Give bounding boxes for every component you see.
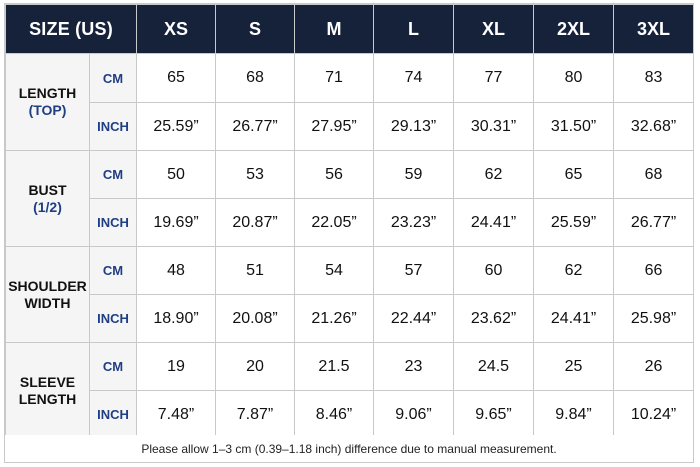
size-header-2xl: 2XL — [533, 4, 614, 54]
value-cell: 22.44” — [373, 294, 454, 343]
size-table: SIZE (US) XS S M L XL 2XL 3XL LENGTH (TOP) CM 65 6… — [5, 4, 694, 439]
value-cell: 9.06” — [373, 390, 454, 439]
value-cell: 53 — [215, 150, 295, 199]
value-cell: 25.98” — [613, 294, 694, 343]
value-cell: 65 — [533, 150, 614, 199]
measure-title: SLEEVE — [19, 373, 76, 390]
value-cell: 26 — [613, 342, 694, 391]
value-cell: 83 — [613, 53, 694, 103]
table-row: INCH 19.69” 20.87” 22.05” 23.23” 24.41” 25.59”… — [6, 198, 694, 247]
size-header-3xl: 3XL — [613, 4, 694, 54]
size-us-header: SIZE (US) — [5, 4, 137, 54]
value-cell: 23.23” — [373, 198, 454, 247]
size-header-m: M — [294, 4, 374, 54]
value-cell: 19 — [136, 342, 216, 391]
table-row: BUST (1/2) CM 50 53 56 59 62 65 68 — [5, 150, 694, 247]
unit-label-inch: INCH — [89, 198, 137, 247]
table-row: LENGTH (TOP) CM 65 68 71 74 77 80 83 — [5, 53, 694, 151]
measurement-note: Please allow 1–3 cm (0.39–1.18 inch) dif… — [5, 435, 693, 462]
value-cell: 57 — [373, 246, 454, 295]
unit-label-inch: INCH — [89, 390, 137, 439]
value-cell: 62 — [453, 150, 534, 199]
value-cell: 56 — [294, 150, 374, 199]
size-header-s: S — [215, 4, 295, 54]
table-row: SHOULDER WIDTH CM 48 51 54 57 60 62 66 — [5, 246, 694, 343]
measure-label-length: LENGTH (TOP) — [5, 53, 90, 151]
header-row: SIZE (US) XS S M L XL 2XL 3XL — [5, 4, 694, 54]
table-row: INCH 7.48” 7.87” 8.46” 9.06” 9.65” 9.84” 10.24” — [6, 390, 694, 439]
unit-label-cm: CM — [89, 150, 137, 199]
value-cell: 25 — [533, 342, 614, 391]
measure-subtitle: (TOP) — [28, 102, 67, 118]
value-cell: 54 — [294, 246, 374, 295]
measure-label-shoulder: SHOULDER WIDTH — [5, 246, 90, 343]
value-cell: 77 — [453, 53, 534, 103]
measure-title: LENGTH — [18, 85, 77, 101]
value-cell: 60 — [453, 246, 534, 295]
unit-label-cm: CM — [89, 342, 137, 391]
value-cell: 7.87” — [215, 390, 295, 439]
value-cell: 51 — [215, 246, 295, 295]
value-cell: 10.24” — [613, 390, 694, 439]
table-body: LENGTH (TOP) CM 65 68 71 74 77 80 83 INCH 25.59” 26.… — [5, 53, 694, 439]
value-cell: 71 — [294, 53, 374, 103]
measure-subtitle: LENGTH — [18, 390, 77, 407]
value-cell: 80 — [533, 53, 614, 103]
value-cell: 27.95” — [294, 102, 374, 151]
table-row: INCH 25.59” 26.77” 27.95” 29.13” 30.31” 31.50”… — [6, 102, 694, 151]
measure-title: SHOULDER — [8, 277, 87, 294]
unit-label-cm: CM — [89, 246, 137, 295]
value-cell: 24.41” — [453, 198, 534, 247]
value-cell: 20.87” — [215, 198, 295, 247]
value-cell: 30.31” — [453, 102, 534, 151]
value-cell: 25.59” — [136, 102, 216, 151]
value-cell: 31.50” — [533, 102, 614, 151]
unit-label-inch: INCH — [89, 102, 137, 151]
unit-label-cm: CM — [89, 53, 137, 103]
value-cell: 22.05” — [294, 198, 374, 247]
measure-label-sleeve: SLEEVE LENGTH — [5, 342, 90, 439]
value-cell: 25.59” — [533, 198, 614, 247]
value-cell: 74 — [373, 53, 454, 103]
value-cell: 20.08” — [215, 294, 295, 343]
value-cell: 32.68” — [613, 102, 694, 151]
value-cell: 19.69” — [136, 198, 216, 247]
value-cell: 20 — [215, 342, 295, 391]
value-cell: 21.26” — [294, 294, 374, 343]
value-cell: 9.84” — [533, 390, 614, 439]
value-cell: 26.77” — [613, 198, 694, 247]
value-cell: 50 — [136, 150, 216, 199]
value-cell: 8.46” — [294, 390, 374, 439]
measure-label-bust: BUST (1/2) — [5, 150, 90, 247]
measure-title: BUST — [28, 181, 67, 198]
table-row: INCH 18.90” 20.08” 21.26” 22.44” 23.62” 24.41”… — [6, 294, 694, 343]
value-cell: 24.5 — [453, 342, 534, 391]
value-cell: 65 — [136, 53, 216, 103]
value-cell: 68 — [613, 150, 694, 199]
value-cell: 18.90” — [136, 294, 216, 343]
value-cell: 24.41” — [533, 294, 614, 343]
value-cell: 23 — [373, 342, 454, 391]
size-header-xs: XS — [136, 4, 216, 54]
value-cell: 66 — [613, 246, 694, 295]
table-row: SLEEVE LENGTH CM 19 20 21.5 23 24.5 25 26 — [5, 342, 694, 439]
value-cell: 59 — [373, 150, 454, 199]
value-cell: 23.62” — [453, 294, 534, 343]
value-cell: 48 — [136, 246, 216, 295]
value-cell: 7.48” — [136, 390, 216, 439]
measure-subtitle: (1/2) — [33, 198, 62, 215]
value-cell: 29.13” — [373, 102, 454, 151]
value-cell: 68 — [215, 53, 295, 103]
size-header-xl: XL — [453, 4, 534, 54]
measure-subtitle: WIDTH — [24, 294, 71, 311]
value-cell: 26.77” — [215, 102, 295, 151]
size-chart: SIZE (US) XS S M L XL 2XL 3XL LENGTH (TOP) CM 65 6… — [4, 3, 694, 463]
value-cell: 9.65” — [453, 390, 534, 439]
size-header-l: L — [373, 4, 454, 54]
value-cell: 62 — [533, 246, 614, 295]
unit-label-inch: INCH — [89, 294, 137, 343]
value-cell: 21.5 — [294, 342, 374, 391]
